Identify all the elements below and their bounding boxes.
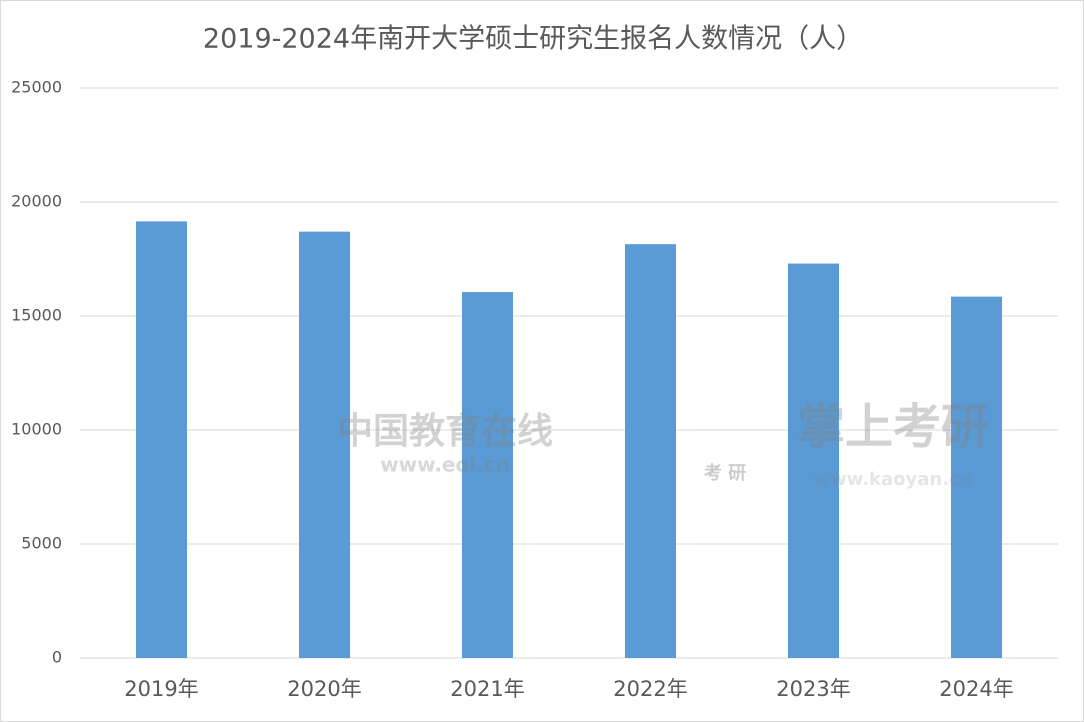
bar [299,231,350,658]
x-tick-label: 2021年 [450,677,524,701]
y-tick-label: 20000 [11,192,62,211]
y-tick-label: 15000 [11,306,62,325]
x-tick-label: 2023年 [776,677,850,701]
x-tick-label: 2020年 [287,677,361,701]
x-tick-label: 2019年 [124,677,198,701]
watermark: www.eol.cn [380,453,510,477]
bar [462,292,513,658]
chart-title: 2019-2024年南开大学硕士研究生报名人数情况（人） [203,24,863,55]
y-tick-label: 0 [52,648,62,667]
bar [951,296,1002,658]
watermark: 掌上考研 [797,399,989,455]
bar [136,221,187,658]
y-tick-label: 25000 [11,78,62,97]
y-tick-label: 10000 [11,420,62,439]
y-tick-label: 5000 [21,534,62,553]
bar [625,244,676,658]
bar [788,263,839,658]
watermark: 考 研 [704,462,746,484]
x-tick-label: 2022年 [613,677,687,701]
x-tick-label: 2024年 [939,677,1013,701]
watermark: 中国教育在线 [337,411,553,452]
watermark: www.kaoyan.cn [813,469,972,490]
